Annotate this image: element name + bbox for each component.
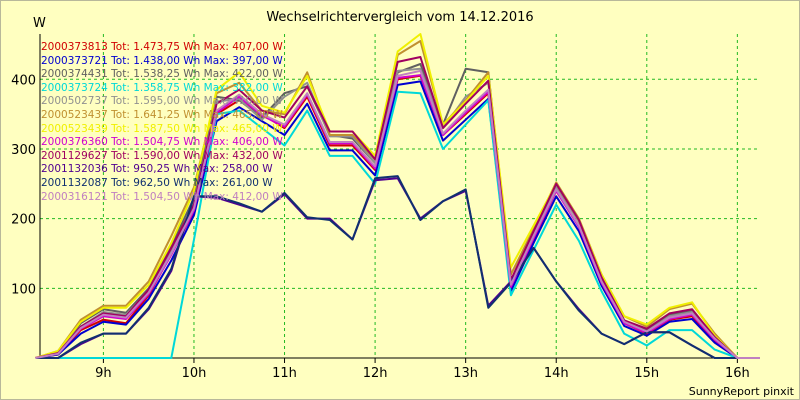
series-line-2001132087 [35, 175, 760, 359]
legend-entry-2001129627: 2001129627 Tot: 1.590,00 Wh Max: 432,00 … [41, 149, 283, 162]
legend-entry-2000374431: 2000374431 Tot: 1.538,25 Wh Max: 422,00 … [41, 68, 283, 81]
series-line-2000523439 [35, 33, 760, 359]
series-line-2001129627 [35, 56, 760, 359]
x-tick-label-4: 13h [453, 366, 478, 381]
series-line-2000316121 [35, 69, 760, 359]
x-tick-label-2: 11h [272, 366, 297, 381]
y-tick-label-0: 100 [11, 282, 36, 297]
legend: 2000373813 Tot: 1.473,75 Wh Max: 407,00 … [41, 41, 283, 204]
x-tick-label-1: 10h [182, 366, 207, 381]
x-tick-label-7: 16h [725, 366, 750, 381]
legend-entry-2001132036: 2001132036 Tot: 950,25 Wh Max: 258,00 W [41, 163, 273, 176]
x-tick-label-6: 15h [634, 366, 659, 381]
footer-credit: SunnyReport pinxit [688, 385, 794, 398]
legend-entry-2000373721: 2000373721 Tot: 1.438,00 Wh Max: 397,00 … [41, 54, 283, 67]
plot-area [40, 34, 760, 358]
legend-entry-2000523437: 2000523437 Tot: 1.641,25 Wh Max: 465,00 … [41, 108, 283, 121]
chart-title: Wechselrichtervergleich vom 14.12.2016 [266, 10, 534, 25]
y-tick-label-1: 200 [11, 213, 36, 228]
legend-entry-2000316121: 2000316121 Tot: 1.504,50 Wh Max: 412,00 … [41, 190, 283, 203]
legend-entry-2000376360: 2000376360 Tot: 1.504,75 Wh Max: 406,00 … [41, 136, 283, 149]
y-tick-label-2: 300 [11, 143, 36, 158]
x-tick-label-3: 12h [363, 366, 388, 381]
legend-entry-2000502737: 2000502737 Tot: 1.595,00 Wh Max: 410,00 … [41, 95, 283, 108]
legend-entry-2001132087: 2001132087 Tot: 962,50 Wh Max: 261,00 W [41, 176, 273, 189]
legend-entry-2000523439: 2000523439 Tot: 1.587,50 Wh Max: 465,00 … [41, 122, 283, 135]
y-axis-unit-label: W [33, 16, 46, 31]
legend-entry-2000373813: 2000373813 Tot: 1.473,75 Wh Max: 407,00 … [41, 41, 283, 53]
legend-entry-2000373724: 2000373724 Tot: 1.358,75 Wh Max: 382,00 … [41, 81, 283, 94]
series-line-2000373724 [35, 90, 760, 359]
series-line-2000373721 [35, 80, 760, 359]
x-tick-label-5: 14h [544, 366, 569, 381]
y-tick-label-3: 400 [11, 73, 36, 88]
x-tick-label-0: 9h [95, 366, 112, 381]
